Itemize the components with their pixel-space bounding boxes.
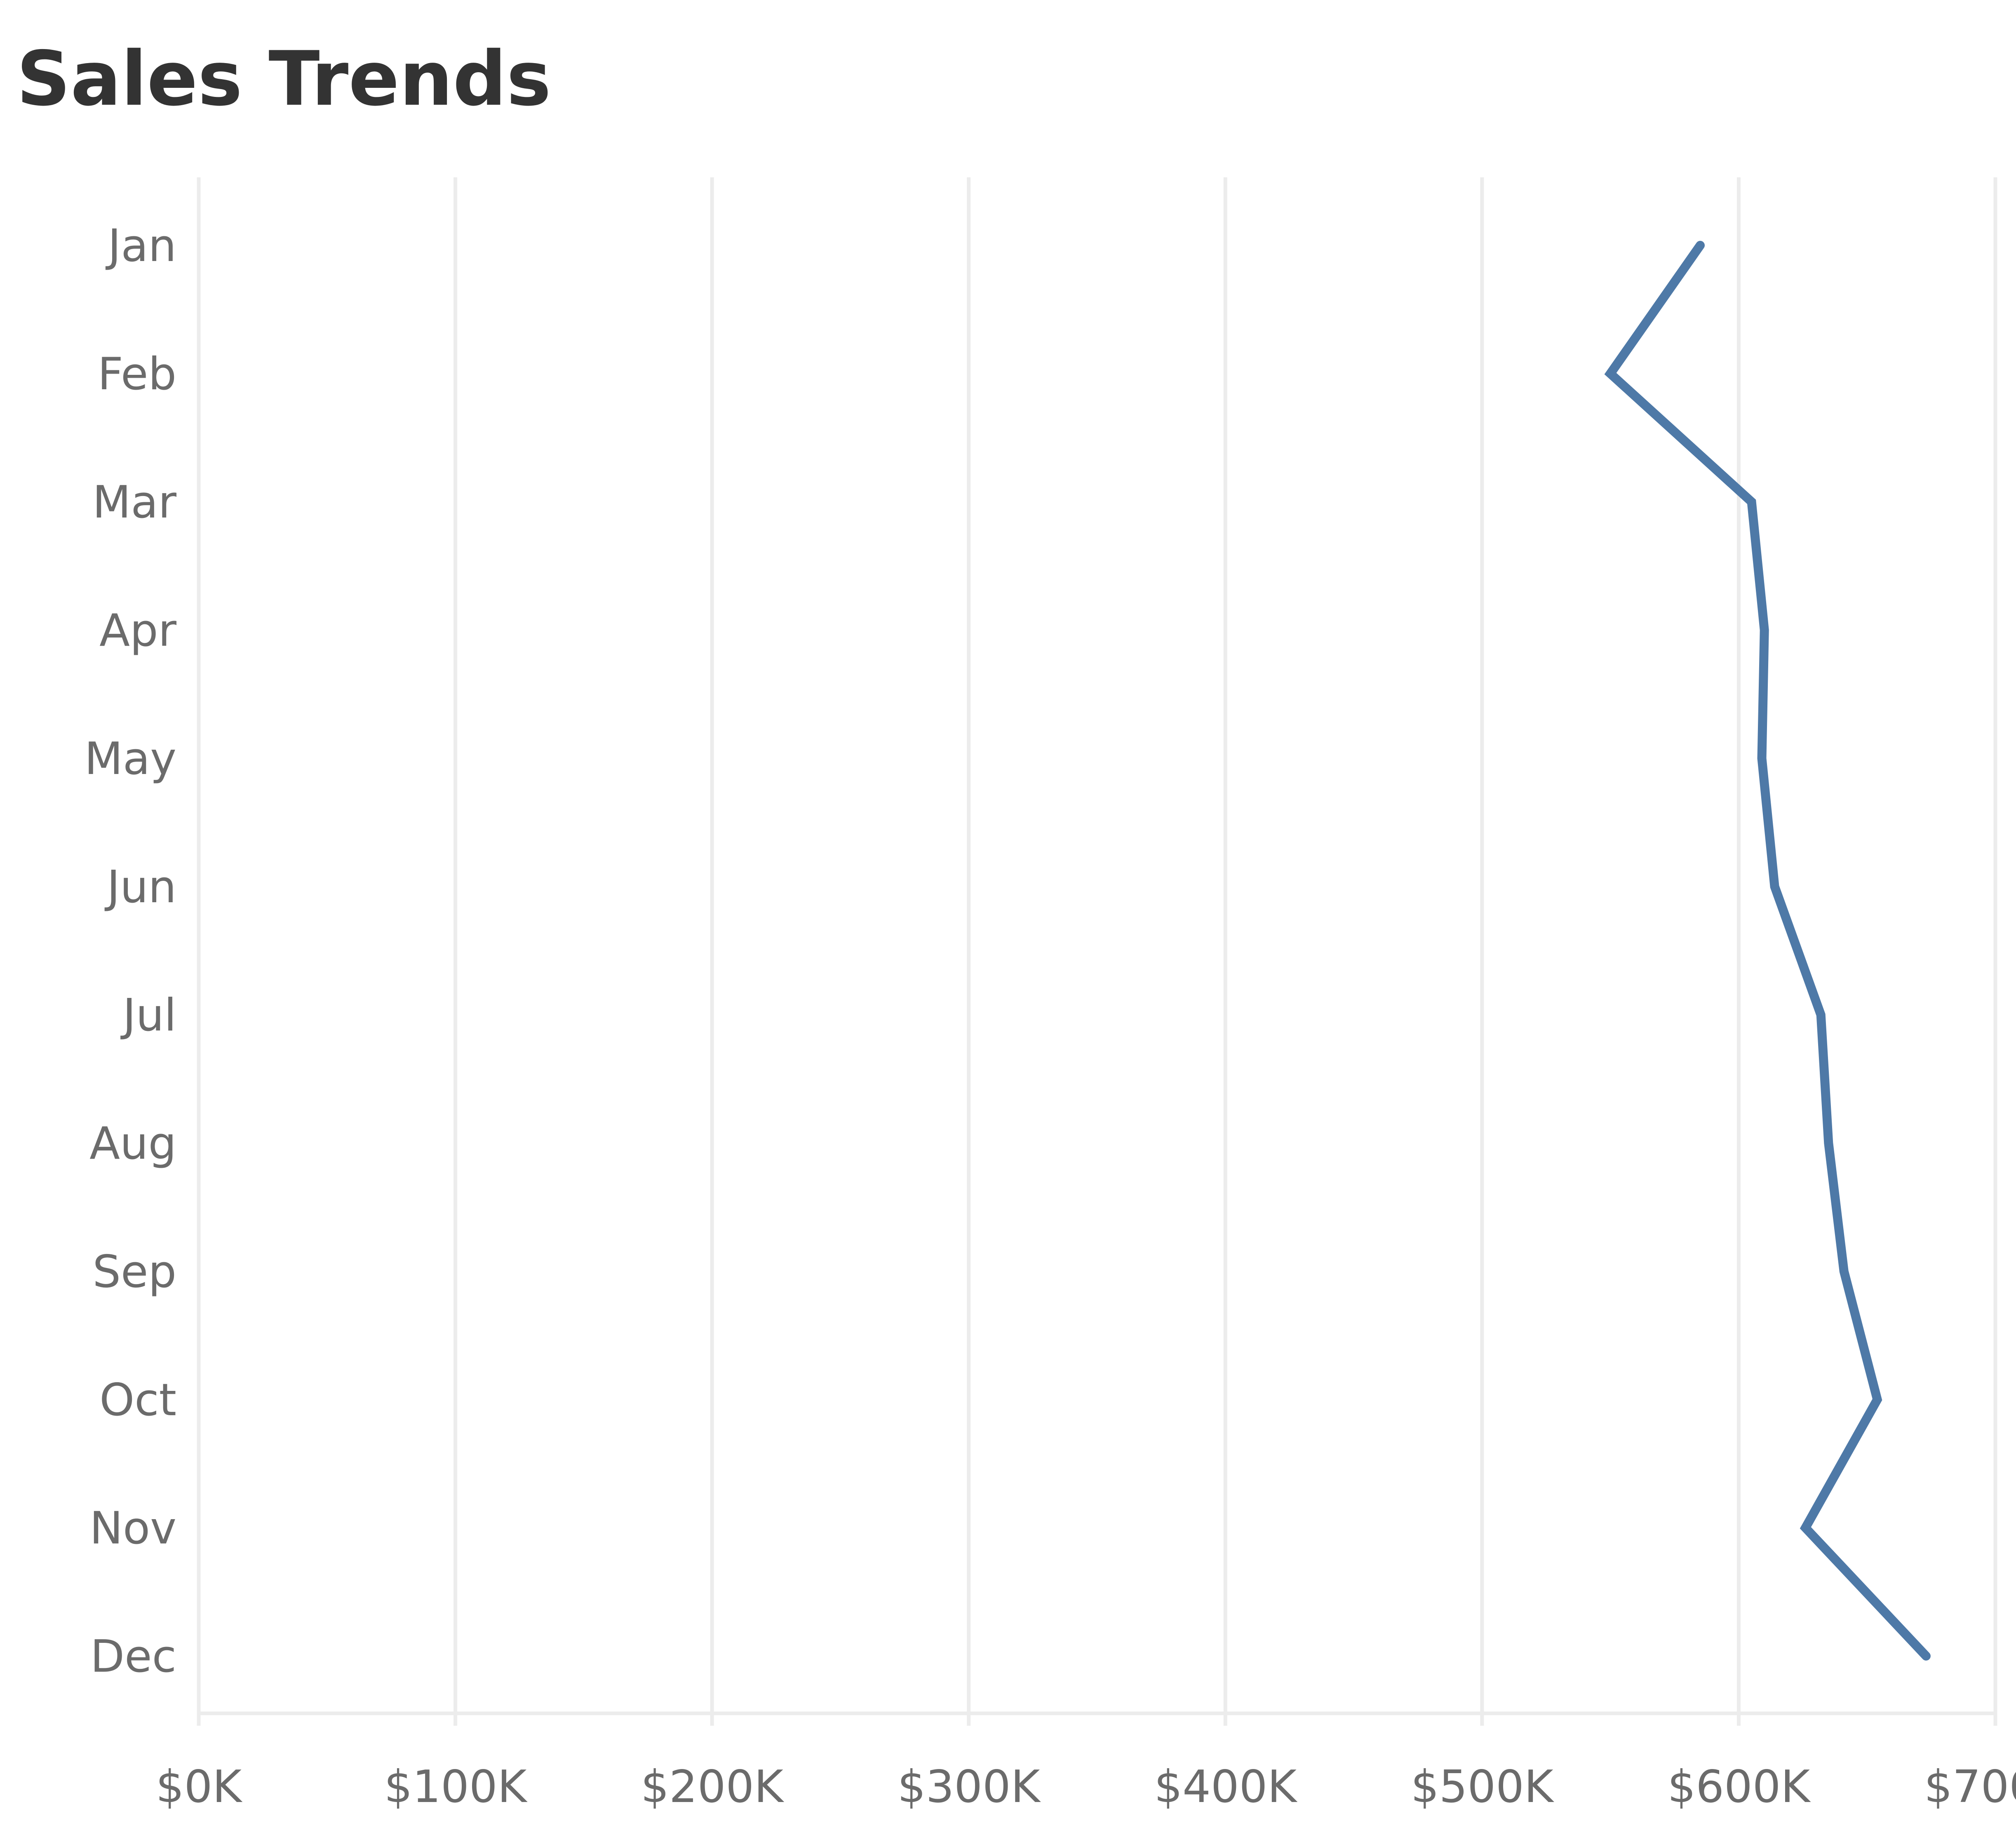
y-tick-label: Sep: [92, 1246, 176, 1298]
y-tick-label: Jun: [104, 861, 176, 913]
x-tick-labels: $0K $100K $200K $300K $400K $500K $600K $700K: [156, 1761, 2016, 1813]
y-tick-label: Apr: [99, 605, 176, 656]
y-tick-label: Dec: [90, 1631, 176, 1682]
y-tick-label: Jan: [106, 220, 176, 272]
x-tick-label: $400K: [1154, 1761, 1298, 1813]
grid-layer: [197, 177, 1997, 1713]
y-tick-labels: Jan Feb Mar Apr May Jun Jul Aug Sep Oct Nov Dec: [85, 220, 177, 1682]
series-line: [1604, 241, 1931, 1661]
y-tick-label: Mar: [92, 477, 176, 528]
x-tick-label: $0K: [156, 1761, 243, 1813]
y-tick-label: May: [85, 733, 176, 785]
y-tick-label: Aug: [89, 1118, 176, 1169]
y-tick-label: Jul: [120, 990, 176, 1041]
x-tick-label: $300K: [898, 1761, 1041, 1813]
x-tick-label: $700K: [1924, 1761, 2016, 1813]
y-tick-label: Nov: [89, 1503, 176, 1554]
x-tick-label: $500K: [1411, 1761, 1555, 1813]
chart-title: Sales Trends: [16, 35, 551, 122]
y-tick-label: Feb: [98, 348, 176, 400]
x-tick-label: $600K: [1668, 1761, 1812, 1813]
axis-layer: [197, 1711, 1997, 1726]
series-layer: [1604, 241, 1931, 1661]
x-tick-label: $200K: [641, 1761, 785, 1813]
y-tick-label: Oct: [99, 1374, 176, 1426]
x-tick-label: $100K: [384, 1761, 528, 1813]
